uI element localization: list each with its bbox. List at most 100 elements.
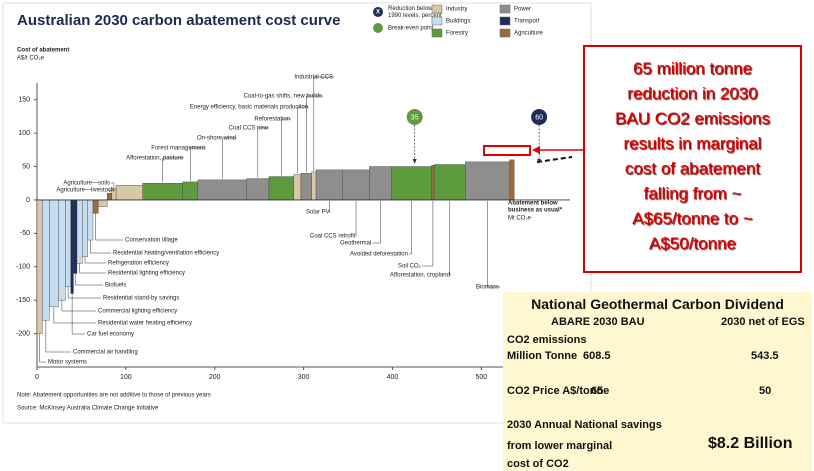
bar bbox=[342, 169, 370, 201]
callout-line: A$65/tonne to ~ bbox=[632, 209, 753, 228]
x-tick-label: 0 bbox=[35, 374, 39, 381]
x-axis-label: Abatement below bbox=[508, 201, 558, 207]
legend-label: Power bbox=[514, 7, 531, 13]
bar bbox=[465, 161, 510, 201]
bar-label: Car fuel economy bbox=[87, 332, 134, 338]
leader-line bbox=[84, 256, 106, 264]
legend-swatch bbox=[431, 16, 443, 26]
leader-line bbox=[90, 240, 111, 254]
leader-line bbox=[53, 306, 96, 324]
legend-swatch bbox=[499, 4, 511, 14]
leader-line bbox=[95, 213, 123, 241]
bar bbox=[70, 199, 74, 294]
bar bbox=[42, 199, 50, 321]
column-header: 2030 net of EGS bbox=[721, 316, 805, 328]
highlight-box bbox=[483, 145, 531, 156]
bar-label: Residential lighting efficiency bbox=[108, 271, 185, 277]
y-tick-label: 150 bbox=[18, 97, 30, 104]
bar bbox=[73, 199, 78, 274]
bar-label: Soil CO₂ bbox=[398, 264, 422, 270]
bar bbox=[369, 166, 392, 201]
leader-line bbox=[162, 157, 184, 183]
bar bbox=[65, 199, 71, 288]
row-label: Million Tonne bbox=[507, 350, 578, 362]
callout-line: BAU CO2 emissions bbox=[615, 109, 770, 128]
legend-symbol: X bbox=[376, 10, 380, 16]
marker-arrowhead bbox=[537, 159, 542, 164]
callout-arrowhead bbox=[532, 146, 540, 154]
x-axis-label: business as usual* bbox=[508, 208, 563, 214]
bar bbox=[49, 199, 59, 308]
note: Note: Abatement opportunities are not ad… bbox=[17, 393, 211, 399]
bar bbox=[107, 193, 112, 201]
leader-line bbox=[71, 293, 85, 335]
legend-label: 1990 levels, percent bbox=[388, 13, 442, 19]
bar bbox=[76, 199, 83, 264]
bar bbox=[431, 164, 435, 201]
x-axis-unit: Mt CO₂e bbox=[508, 216, 532, 222]
bar-label: Energy efficiency, basic materials produ… bbox=[190, 105, 308, 111]
bar-label: Residential water heating efficiency bbox=[98, 321, 192, 327]
bar bbox=[115, 185, 143, 201]
bar-label: Residential heating/ventilation efficien… bbox=[113, 251, 219, 257]
leader-line bbox=[408, 200, 412, 255]
bar-label: Coal CCS retrofit bbox=[310, 234, 356, 240]
row-label: CO2 emissions bbox=[507, 334, 587, 346]
bar bbox=[246, 178, 270, 201]
leader-line bbox=[79, 263, 106, 274]
leader-line bbox=[449, 200, 451, 276]
bar-label: Motor systems bbox=[48, 360, 87, 366]
column-header: ABARE 2030 BAU bbox=[551, 316, 645, 328]
leader-line bbox=[61, 300, 96, 312]
bar-label: Refrigeration efficiency bbox=[108, 261, 169, 267]
y-tick-label: 50 bbox=[22, 163, 30, 170]
row-label: from lower marginal bbox=[507, 440, 613, 452]
y-tick-label: -150 bbox=[16, 297, 30, 304]
legend-label: Break-even point bbox=[388, 26, 434, 32]
leader-line bbox=[190, 147, 206, 181]
table-title: National Geothermal Carbon Dividend bbox=[531, 296, 784, 312]
row-label: 2030 Annual National savings bbox=[507, 419, 662, 431]
bar-label: Coal CCS new bbox=[229, 126, 269, 132]
cell: 608.5 bbox=[583, 350, 611, 362]
bar bbox=[509, 159, 515, 201]
bar-label: Commercial air handling bbox=[73, 350, 138, 356]
bar bbox=[300, 173, 312, 201]
bar bbox=[142, 183, 183, 201]
bar bbox=[98, 199, 108, 207]
x-tick-label: 100 bbox=[120, 374, 132, 381]
leader-line bbox=[45, 320, 71, 353]
leader-line bbox=[281, 118, 291, 176]
savings-value: $8.2 Billion bbox=[708, 435, 793, 452]
bar bbox=[87, 199, 94, 241]
y-axis-label: Cost of abatement bbox=[17, 48, 69, 54]
table: National Geothermal Carbon Dividend ABAR… bbox=[503, 292, 812, 471]
bar-label: Agriculture—livestock bbox=[56, 188, 115, 194]
y-axis-unit: A$/t CO₂e bbox=[17, 56, 45, 62]
legend-marker bbox=[373, 23, 383, 33]
x-tick-label: 200 bbox=[209, 374, 221, 381]
bar-label: Commercial lighting efficiency bbox=[98, 309, 177, 315]
bar bbox=[315, 169, 343, 201]
bar-label: Biomass bbox=[476, 285, 499, 291]
legend-swatch bbox=[431, 4, 443, 14]
leader-line bbox=[39, 333, 46, 363]
y-tick-label: -100 bbox=[16, 264, 30, 271]
bar bbox=[434, 164, 466, 201]
bar-label: Afforestation, pasture bbox=[126, 156, 184, 162]
marker-arrowhead bbox=[412, 159, 417, 164]
bar bbox=[391, 166, 432, 201]
legend-label: Buildings bbox=[446, 19, 470, 25]
legend-label: Reduction below bbox=[388, 6, 433, 12]
bar bbox=[36, 199, 43, 334]
x-tick-label: 400 bbox=[387, 374, 399, 381]
bar-label: Solar PV bbox=[306, 210, 330, 216]
bar-label: Conservation tillage bbox=[125, 238, 178, 244]
y-tick-label: 100 bbox=[18, 130, 30, 137]
legend-label: Industry bbox=[446, 7, 467, 13]
leader-line bbox=[257, 127, 269, 178]
leader-line bbox=[329, 200, 331, 213]
row-label: cost of CO2 bbox=[507, 458, 569, 470]
leader-line bbox=[313, 76, 334, 171]
callout-line: falling from ~ bbox=[643, 184, 742, 203]
